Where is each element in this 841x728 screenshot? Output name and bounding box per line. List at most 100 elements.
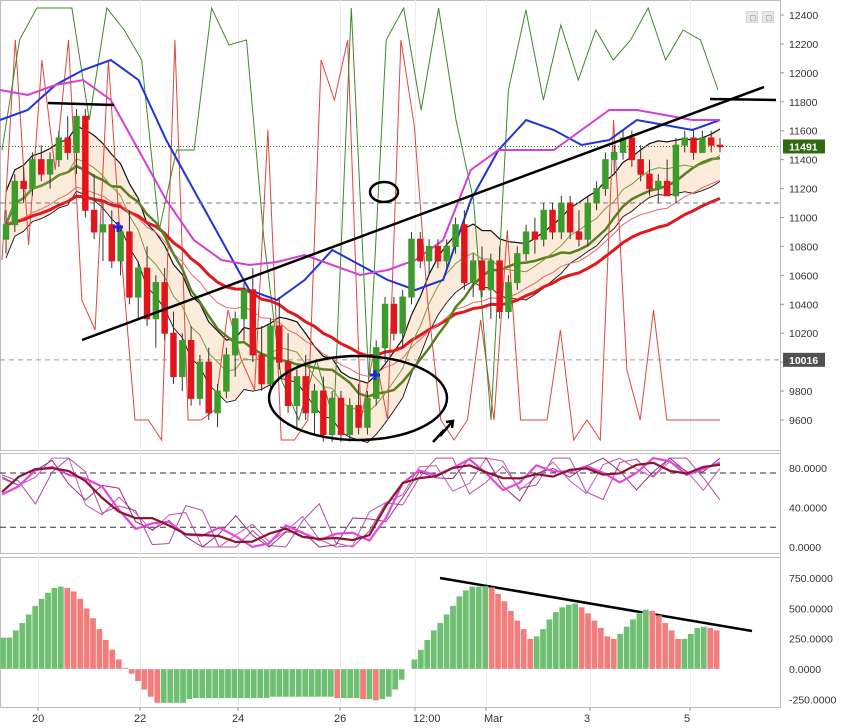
candle-body bbox=[55, 137, 63, 161]
histogram-bar bbox=[430, 630, 437, 670]
candle bbox=[46, 152, 54, 189]
candle bbox=[655, 174, 662, 204]
drawn-annotations bbox=[47, 85, 777, 633]
candle-body bbox=[90, 209, 98, 233]
histogram-bar bbox=[488, 587, 495, 670]
candle-body bbox=[29, 159, 36, 190]
histogram-axis-label: 250.0000 bbox=[789, 634, 833, 646]
magenta-line bbox=[0, 78, 720, 277]
histogram-bar bbox=[321, 668, 328, 698]
histogram-bar bbox=[649, 610, 656, 670]
histogram-bar bbox=[192, 668, 200, 699]
histogram-bar bbox=[411, 659, 418, 670]
candle-body bbox=[267, 325, 274, 385]
histogram-bar bbox=[507, 610, 515, 670]
histogram-bar bbox=[539, 628, 547, 670]
candle bbox=[425, 239, 433, 276]
candle bbox=[117, 224, 124, 276]
candle-body bbox=[487, 260, 495, 291]
histogram-bar bbox=[134, 668, 142, 682]
histogram-bar bbox=[391, 668, 399, 690]
chart-grid bbox=[38, 0, 691, 707]
price-axis-label: 12200 bbox=[789, 39, 818, 51]
candle-body bbox=[170, 332, 177, 378]
histogram-bar bbox=[128, 668, 135, 675]
histogram-bar bbox=[173, 668, 180, 704]
candle-body bbox=[549, 209, 556, 233]
candle bbox=[179, 333, 186, 392]
candle bbox=[276, 297, 283, 370]
candle-body bbox=[452, 224, 459, 247]
histogram-bar bbox=[51, 587, 58, 670]
blue-cross-marker bbox=[113, 222, 123, 232]
candle bbox=[505, 275, 512, 319]
divergence-line bbox=[439, 576, 753, 633]
oscillator-axis-label: 0.0000 bbox=[789, 542, 821, 554]
candle-body bbox=[364, 397, 371, 428]
candle-body bbox=[64, 137, 71, 153]
candle-body bbox=[558, 202, 565, 233]
candle-body bbox=[399, 296, 406, 334]
histogram-bar bbox=[89, 617, 97, 670]
candle bbox=[663, 159, 671, 197]
candle bbox=[478, 246, 486, 298]
histogram-bar bbox=[623, 626, 630, 670]
oscillator-slow-line bbox=[1, 461, 721, 544]
histogram-bar bbox=[0, 637, 7, 670]
histogram-bar bbox=[179, 668, 187, 704]
histogram-bar bbox=[102, 639, 110, 670]
histogram-bar bbox=[668, 630, 675, 670]
histogram-bar bbox=[199, 668, 206, 699]
histogram-bar bbox=[314, 668, 322, 698]
histogram-bar bbox=[64, 587, 71, 670]
candle bbox=[328, 391, 336, 442]
candle bbox=[20, 166, 27, 204]
histogram-bar bbox=[481, 586, 489, 670]
price-axis-label: 10200 bbox=[789, 328, 818, 340]
histogram-bar bbox=[359, 668, 367, 700]
histogram-bar bbox=[44, 592, 52, 670]
candle bbox=[73, 109, 80, 175]
candle bbox=[214, 383, 221, 428]
candle-body bbox=[223, 354, 230, 392]
candle bbox=[707, 130, 715, 153]
histogram-bar bbox=[76, 598, 84, 670]
histogram-bar bbox=[211, 668, 219, 699]
envelope-upper-line bbox=[5, 125, 721, 384]
candle bbox=[531, 217, 539, 254]
blue-line bbox=[0, 58, 721, 302]
histogram-bar bbox=[616, 633, 624, 670]
candle-body bbox=[646, 173, 653, 190]
maximize-window-icon[interactable] bbox=[762, 11, 774, 23]
candle bbox=[558, 195, 565, 240]
horizontal-mark-right bbox=[709, 97, 777, 102]
olive-moving-average bbox=[4, 156, 721, 398]
restore-window-icon[interactable] bbox=[746, 11, 758, 23]
histogram-bar bbox=[205, 668, 212, 699]
candle bbox=[170, 311, 177, 384]
candle-body bbox=[46, 159, 54, 175]
histogram-bar bbox=[469, 586, 476, 670]
histogram-bar bbox=[687, 633, 695, 670]
candle bbox=[637, 145, 644, 182]
candle-body bbox=[240, 289, 248, 320]
candle bbox=[646, 159, 653, 196]
candle bbox=[337, 391, 345, 442]
candle bbox=[302, 354, 309, 420]
candle bbox=[461, 210, 468, 290]
price-axis-label: 10800 bbox=[789, 241, 818, 253]
histogram-bar bbox=[31, 605, 39, 670]
candle-body bbox=[522, 231, 530, 255]
envelope-lower-line bbox=[5, 181, 721, 444]
candle bbox=[390, 297, 398, 341]
candle-body bbox=[205, 361, 212, 414]
histogram-bar bbox=[327, 668, 335, 698]
date-axis-label: 5 bbox=[684, 713, 690, 725]
candle-body bbox=[231, 318, 239, 356]
candle-body bbox=[496, 260, 503, 313]
candle bbox=[99, 203, 107, 261]
oscillator-signal-line bbox=[1, 456, 721, 549]
marker-price-label: 10016 bbox=[789, 355, 818, 367]
candle bbox=[540, 203, 547, 247]
histogram-bar bbox=[629, 619, 637, 670]
